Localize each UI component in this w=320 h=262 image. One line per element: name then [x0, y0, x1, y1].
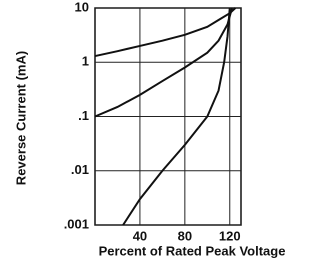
y-tick-label: .1: [78, 108, 89, 123]
y-axis-label: Reverse Current (mA): [13, 51, 28, 185]
x-axis-label: Percent of Rated Peak Voltage: [99, 243, 286, 258]
chart: Reverse Current (mA) Percent of Rated Pe…: [0, 0, 304, 262]
y-tick-label: 10: [75, 0, 89, 14]
background: [0, 0, 304, 262]
y-tick-label: .001: [64, 216, 89, 231]
x-tick-label: 40: [133, 228, 147, 243]
y-tick-label: .01: [71, 162, 89, 177]
y-tick-label: 1: [82, 54, 89, 69]
x-tick-label: 80: [178, 228, 192, 243]
x-tick-label: 120: [219, 228, 241, 243]
